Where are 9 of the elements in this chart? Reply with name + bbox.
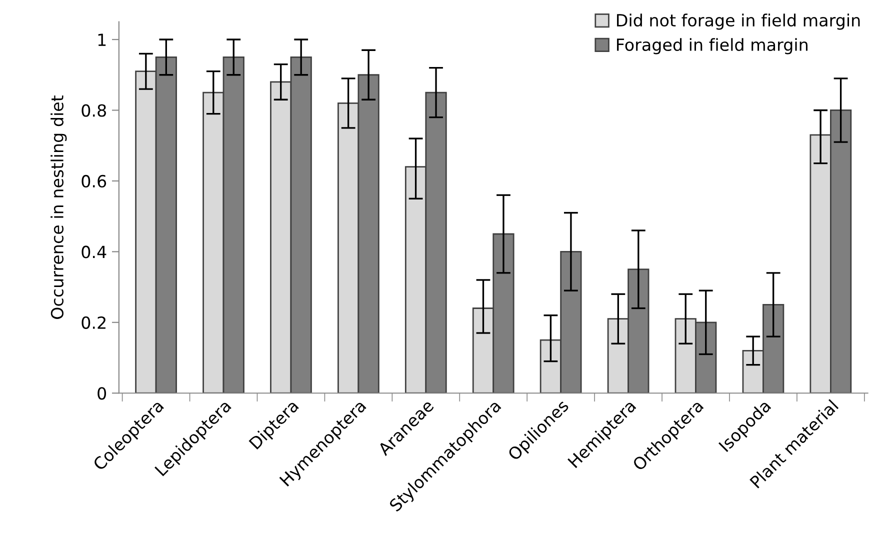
y-tick-label: 0: [98, 387, 106, 400]
y-tick-label: 0.6: [82, 174, 106, 188]
legend-label: Did not forage in field margin: [617, 14, 860, 30]
y-tick-label: 0.4: [82, 246, 106, 258]
legend-label: Foraged in field margin: [617, 38, 808, 54]
y-tick-label: 0.8: [82, 104, 106, 117]
y-axis-title: Occurrence in nestling diet: [50, 95, 67, 319]
y-tick-label: 1: [98, 34, 106, 46]
y-tick-label: 0.2: [82, 316, 106, 329]
